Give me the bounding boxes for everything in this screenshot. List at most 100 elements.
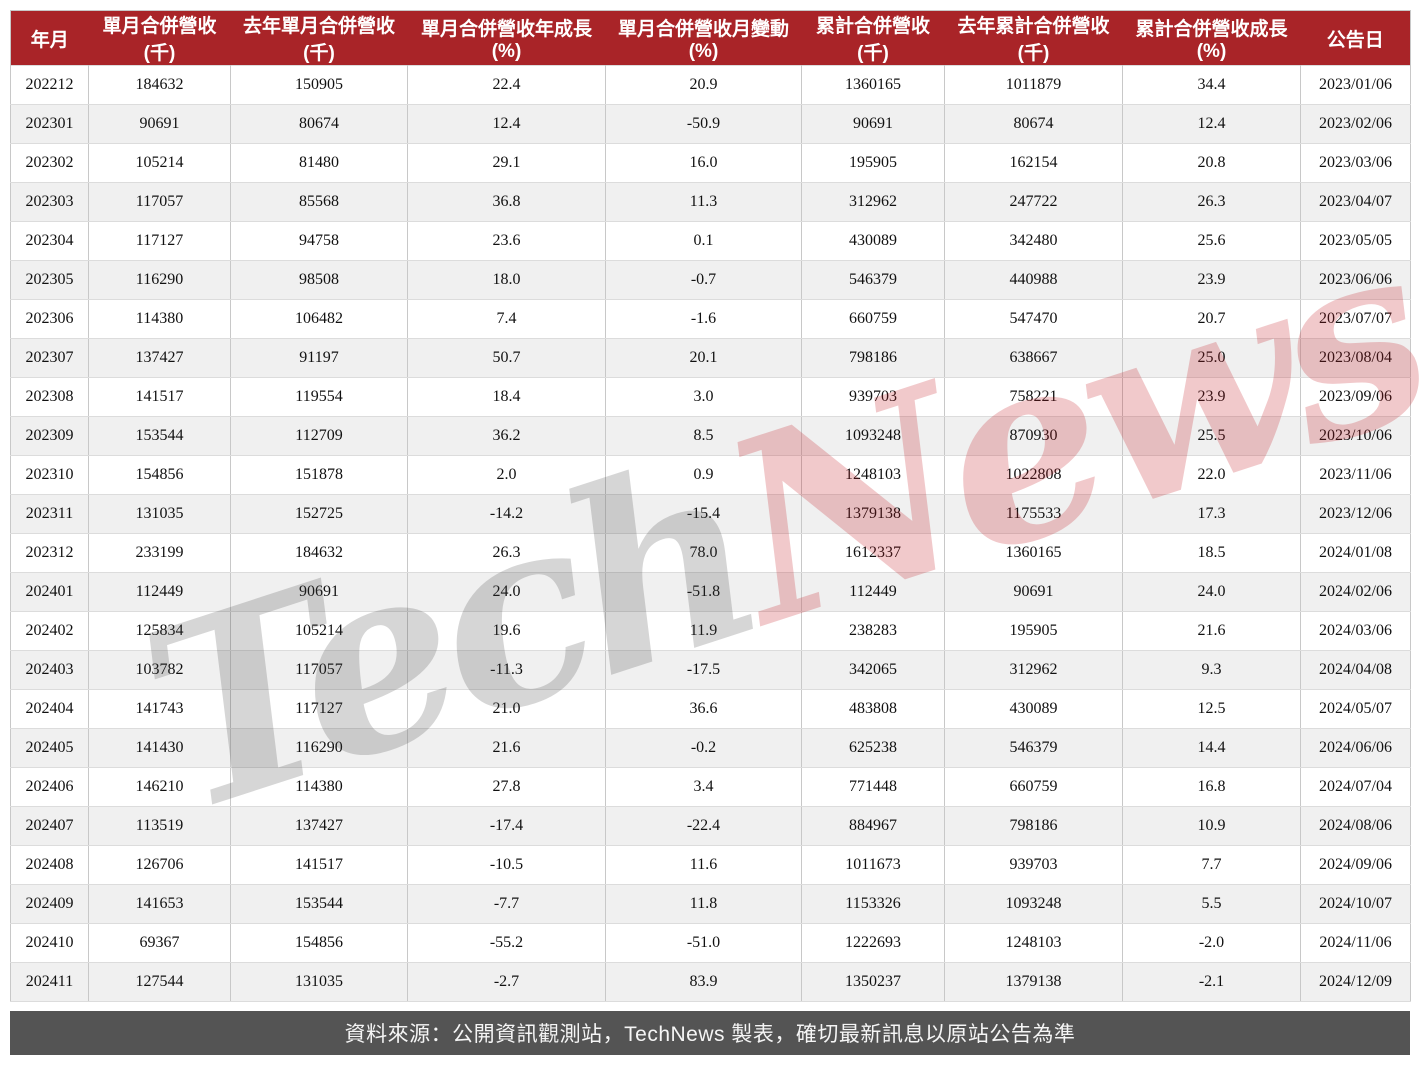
table-cell: 3.0 [605,377,802,417]
table-row: 202310 154856 151878 2.0 0.9 1248103 1022808 22… [10,455,1411,495]
table-cell: 141517 [88,377,231,417]
table-cell: 112449 [801,572,945,612]
table-cell: 10.9 [1122,806,1301,846]
table-cell: 22.4 [407,65,606,105]
table-cell: 202304 [10,221,89,261]
table-cell: 90691 [230,572,408,612]
table-cell: 2.0 [407,455,606,495]
table-cell: 939703 [801,377,945,417]
table-cell: 2024/07/04 [1300,767,1411,807]
table-cell: 78.0 [605,533,802,573]
table-cell: -2.7 [407,962,606,1002]
column-header: 年月 [10,10,89,66]
table-cell: -2.1 [1122,962,1301,1002]
column-header: 累計合併營收成長(%) [1122,10,1301,66]
table-cell: 29.1 [407,143,606,183]
table-cell: 1153326 [801,884,945,924]
table-cell: 0.9 [605,455,802,495]
table-cell: -10.5 [407,845,606,885]
table-cell: 20.9 [605,65,802,105]
table-cell: 98508 [230,260,408,300]
table-cell: 11.3 [605,182,802,222]
table-cell: 2024/09/06 [1300,845,1411,885]
table-cell: 21.6 [407,728,606,768]
table-cell: 117057 [88,182,231,222]
column-header: 公告日 [1300,10,1411,66]
table-cell: 2024/01/08 [1300,533,1411,573]
table-cell: 2024/06/06 [1300,728,1411,768]
table-cell: -0.2 [605,728,802,768]
table-cell: 939703 [944,845,1123,885]
table-cell: 25.5 [1122,416,1301,456]
table-cell: 18.5 [1122,533,1301,573]
table-row: 202406 146210 114380 27.8 3.4 771448 660759 16.… [10,767,1411,807]
table-cell: 116290 [230,728,408,768]
table-cell: 1022808 [944,455,1123,495]
table-cell: 2024/11/06 [1300,923,1411,963]
table-cell: 36.6 [605,689,802,729]
table-cell: 105214 [230,611,408,651]
table-cell: 2023/04/07 [1300,182,1411,222]
table-cell: 2023/03/06 [1300,143,1411,183]
table-cell: 137427 [88,338,231,378]
table-cell: 660759 [944,767,1123,807]
table-cell: 1093248 [944,884,1123,924]
table-cell: 117127 [230,689,408,729]
table-cell: 1360165 [801,65,945,105]
table-cell: 5.5 [1122,884,1301,924]
table-cell: 12.5 [1122,689,1301,729]
table-cell: 547470 [944,299,1123,339]
table-row: 202306 114380 106482 7.4 -1.6 660759 547470 20.… [10,299,1411,339]
table-cell: 202212 [10,65,89,105]
table-cell: 870930 [944,416,1123,456]
table-cell: 114380 [230,767,408,807]
table-cell: 3.4 [605,767,802,807]
table-cell: 11.9 [605,611,802,651]
table-cell: -2.0 [1122,923,1301,963]
table-cell: 11.8 [605,884,802,924]
table-cell: 112449 [88,572,231,612]
table-cell: 7.4 [407,299,606,339]
table-cell: 112709 [230,416,408,456]
table-row: 202410 69367 154856 -55.2 -51.0 1222693 124810… [10,923,1411,963]
table-cell: 771448 [801,767,945,807]
table-cell: 24.0 [407,572,606,612]
table-cell: -55.2 [407,923,606,963]
table-cell: 153544 [88,416,231,456]
table-cell: 2024/12/09 [1300,962,1411,1002]
table-cell: 2023/09/06 [1300,377,1411,417]
table-cell: 36.8 [407,182,606,222]
table-cell: 233199 [88,533,231,573]
table-cell: 20.8 [1122,143,1301,183]
table-cell: 36.2 [407,416,606,456]
table-cell: 758221 [944,377,1123,417]
table-cell: 105214 [88,143,231,183]
table-cell: 202310 [10,455,89,495]
table-cell: 2023/05/05 [1300,221,1411,261]
table-cell: 117057 [230,650,408,690]
table-cell: 141743 [88,689,231,729]
table-row: 202407 113519 137427 -17.4 -22.4 884967 798186… [10,806,1411,846]
table-row: 202301 90691 80674 12.4 -50.9 90691 80674 12.4 2… [10,104,1411,144]
table-row: 202307 137427 91197 50.7 20.1 798186 638667 25.… [10,338,1411,378]
table-cell: 202306 [10,299,89,339]
table-cell: 884967 [801,806,945,846]
table-cell: 50.7 [407,338,606,378]
table-cell: 12.4 [407,104,606,144]
table-cell: 2023/01/06 [1300,65,1411,105]
table-cell: 202408 [10,845,89,885]
table-cell: 19.6 [407,611,606,651]
table-cell: 2023/07/07 [1300,299,1411,339]
table-cell: 141653 [88,884,231,924]
table-cell: -1.6 [605,299,802,339]
table-cell: 202407 [10,806,89,846]
table-cell: 625238 [801,728,945,768]
table-cell: 114380 [88,299,231,339]
table-cell: 202402 [10,611,89,651]
table-cell: 202410 [10,923,89,963]
table-cell: 202312 [10,533,89,573]
table-cell: -51.8 [605,572,802,612]
table-cell: 81480 [230,143,408,183]
table-cell: 312962 [801,182,945,222]
table-cell: 11.6 [605,845,802,885]
